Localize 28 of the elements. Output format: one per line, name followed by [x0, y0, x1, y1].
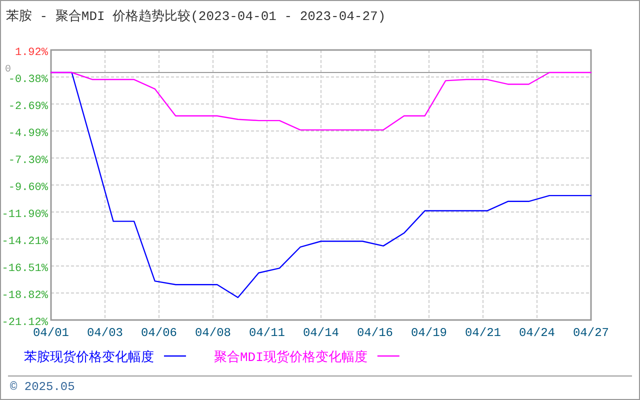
legend-label: 聚合MDI现货价格变化幅度: [214, 349, 368, 365]
y-tick-label: -9.60%: [8, 182, 48, 194]
y-tick-label: -7.30%: [8, 155, 48, 168]
x-tick-label: 04/06: [140, 326, 178, 340]
line-series: [50, 72, 592, 131]
x-tick-label: 04/14: [302, 326, 340, 340]
y-tick-label: 1.92%: [14, 47, 48, 59]
y-tick-label: -4.99%: [8, 128, 48, 140]
x-tick-label: 04/08: [194, 326, 232, 340]
ref-line-label: 0: [5, 64, 12, 76]
x-tick-label: 04/21: [464, 326, 502, 340]
y-tick-label: -18.82%: [2, 290, 48, 302]
x-tick-label: 04/16: [356, 326, 394, 340]
x-tick-label: 04/03: [86, 326, 124, 340]
x-tick-label: 04/11: [248, 326, 286, 340]
x-tick-label: 04/24: [518, 326, 556, 340]
y-tick-label: -11.90%: [2, 208, 48, 221]
y-tick-label: -0.38%: [8, 74, 48, 86]
legend-label: 苯胺现货价格变化幅度: [24, 349, 154, 365]
y-tick-label: -2.69%: [8, 101, 48, 114]
text: © 2025.05: [10, 380, 75, 394]
x-tick-label: 04/19: [410, 326, 448, 340]
x-tick-label: 04/01: [32, 326, 70, 340]
y-tick-label: -16.51%: [2, 262, 48, 275]
y-tick-label: -14.21%: [2, 236, 48, 248]
y-tick-label: -21.12%: [2, 317, 48, 329]
chart-title: 苯胺 - 聚合MDI 价格趋势比较(2023-04-01 - 2023-04-27): [6, 9, 386, 24]
x-tick-label: 04/27: [572, 326, 610, 340]
